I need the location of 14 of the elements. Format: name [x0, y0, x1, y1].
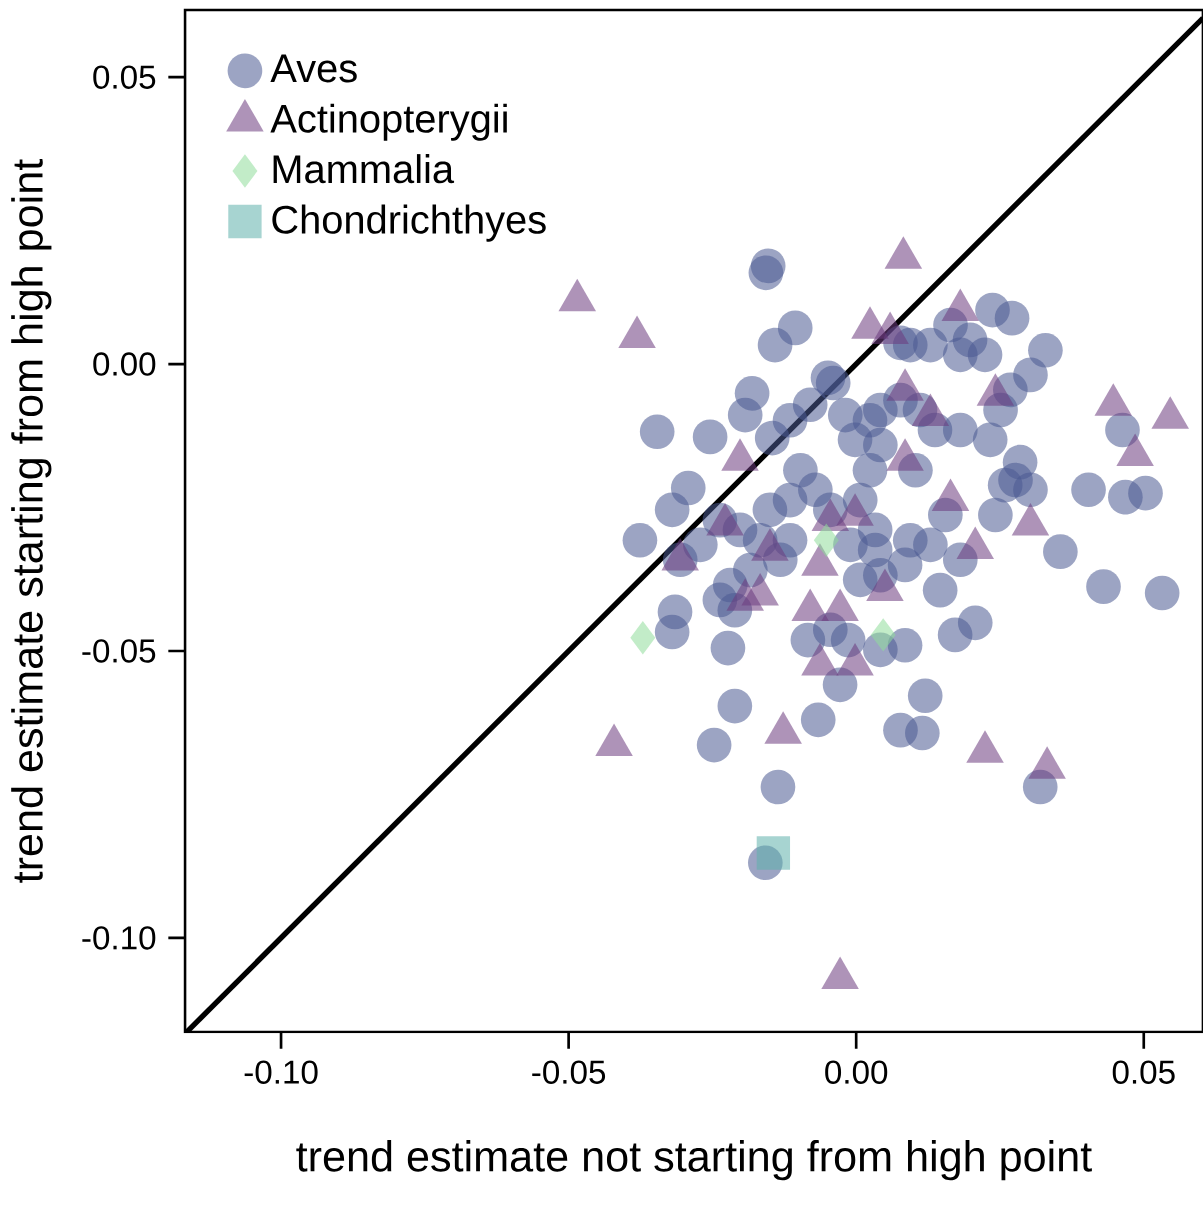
y-axis-title: trend estimate starting from high point	[11, 159, 52, 883]
x-axis-title: trend estimate not starting from high point	[296, 1140, 1092, 1181]
legend-label: Actinopterygii	[270, 103, 507, 141]
y-tick-label: 0.00	[93, 352, 156, 376]
legend-label: Mammalia	[273, 154, 455, 184]
legend-label: Chondrichthyes	[272, 204, 546, 242]
y-tick-label: 0.05	[93, 65, 156, 89]
y-tick-label: -0.05	[82, 639, 156, 663]
y-tick-label: -0.10	[82, 926, 156, 950]
legend-label: Aves	[270, 54, 357, 83]
x-tick-label: 0.05	[1112, 1060, 1175, 1084]
x-tick-label: -0.05	[532, 1060, 606, 1084]
x-tick-label: -0.10	[244, 1060, 318, 1084]
x-tick-label: 0.00	[825, 1060, 888, 1084]
